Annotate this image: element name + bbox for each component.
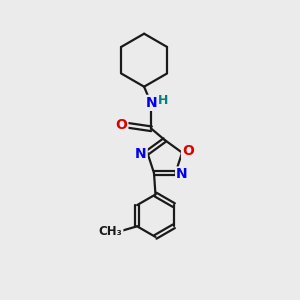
Text: H: H [158,94,168,107]
Text: O: O [116,118,128,132]
Text: O: O [182,144,194,158]
Text: CH₃: CH₃ [99,225,122,238]
Text: N: N [135,147,147,161]
Text: N: N [146,96,157,110]
Text: N: N [176,167,188,182]
